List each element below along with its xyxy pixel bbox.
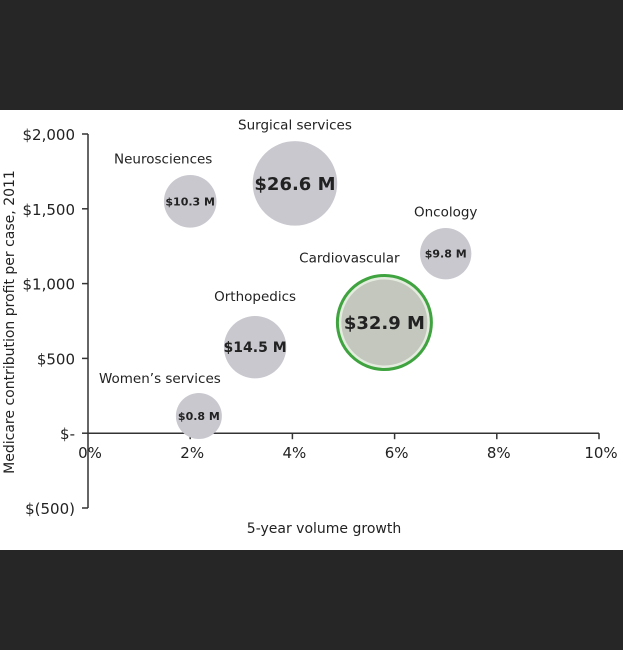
bubble-category-label: Cardiovascular <box>299 250 400 266</box>
x-tick-label: 10% <box>584 444 617 462</box>
bubble-value-label: $0.8 M <box>178 410 220 423</box>
y-axis-title: Medicare contribution profit per case, 2… <box>2 170 18 474</box>
x-tick-label: 4% <box>283 444 307 462</box>
x-tick-label: 0% <box>78 444 102 462</box>
bubble-neurosciences: $10.3 M Neurosciences <box>114 151 217 228</box>
bubble-circle <box>252 141 338 226</box>
bubble-orthopedics: $14.5 M Orthopedics <box>214 289 296 379</box>
bubble-circle <box>163 175 217 228</box>
bubble-circle <box>223 315 287 379</box>
bubble-category-label: Women’s services <box>99 371 221 387</box>
bubble-value-label: $32.9 M <box>344 313 425 334</box>
bubble-value-label: $10.3 M <box>165 195 215 208</box>
y-tick-label: $(500) <box>25 500 75 518</box>
y-tick-label: $1,000 <box>23 276 76 294</box>
bubble-circle <box>341 279 428 366</box>
bubble-category-label: Surgical services <box>238 117 352 133</box>
x-tick-label: 8% <box>487 444 511 462</box>
bubble-oncology: $9.8 M Oncology <box>414 205 477 280</box>
y-tick-label: $500 <box>37 350 75 368</box>
y-tick-label: $2,000 <box>23 126 76 144</box>
bubble-value-label: $26.6 M <box>254 174 335 195</box>
bubble-chart: $2,000 $1,500 $1,000 $500 $- $(500) 0% 2% 4% 6% 8%… <box>2 117 618 537</box>
bubble-cardiovascular: $32.9 M Cardiovascular <box>299 250 433 371</box>
x-tick-label: 2% <box>180 444 204 462</box>
bubble-women-s-services: $0.8 M Women’s services <box>99 371 222 439</box>
bubble-category-label: Neurosciences <box>114 151 212 167</box>
bubble-circle <box>175 392 222 439</box>
bubble-value-label: $9.8 M <box>425 248 467 261</box>
bubble-category-label: Orthopedics <box>214 289 296 305</box>
y-tick-label: $- <box>60 425 75 443</box>
x-tick-label: 6% <box>385 444 409 462</box>
bubble-circle <box>420 228 472 280</box>
y-tick-label: $1,500 <box>23 201 76 219</box>
bubble-surgical-services: $26.6 M Surgical services <box>238 117 352 226</box>
bubble-category-label: Oncology <box>414 205 477 221</box>
chart-panel: $2,000 $1,500 $1,000 $500 $- $(500) 0% 2% 4% 6% 8%… <box>0 110 623 550</box>
x-axis-title: 5-year volume growth <box>247 521 401 537</box>
bubble-value-label: $14.5 M <box>224 340 287 356</box>
